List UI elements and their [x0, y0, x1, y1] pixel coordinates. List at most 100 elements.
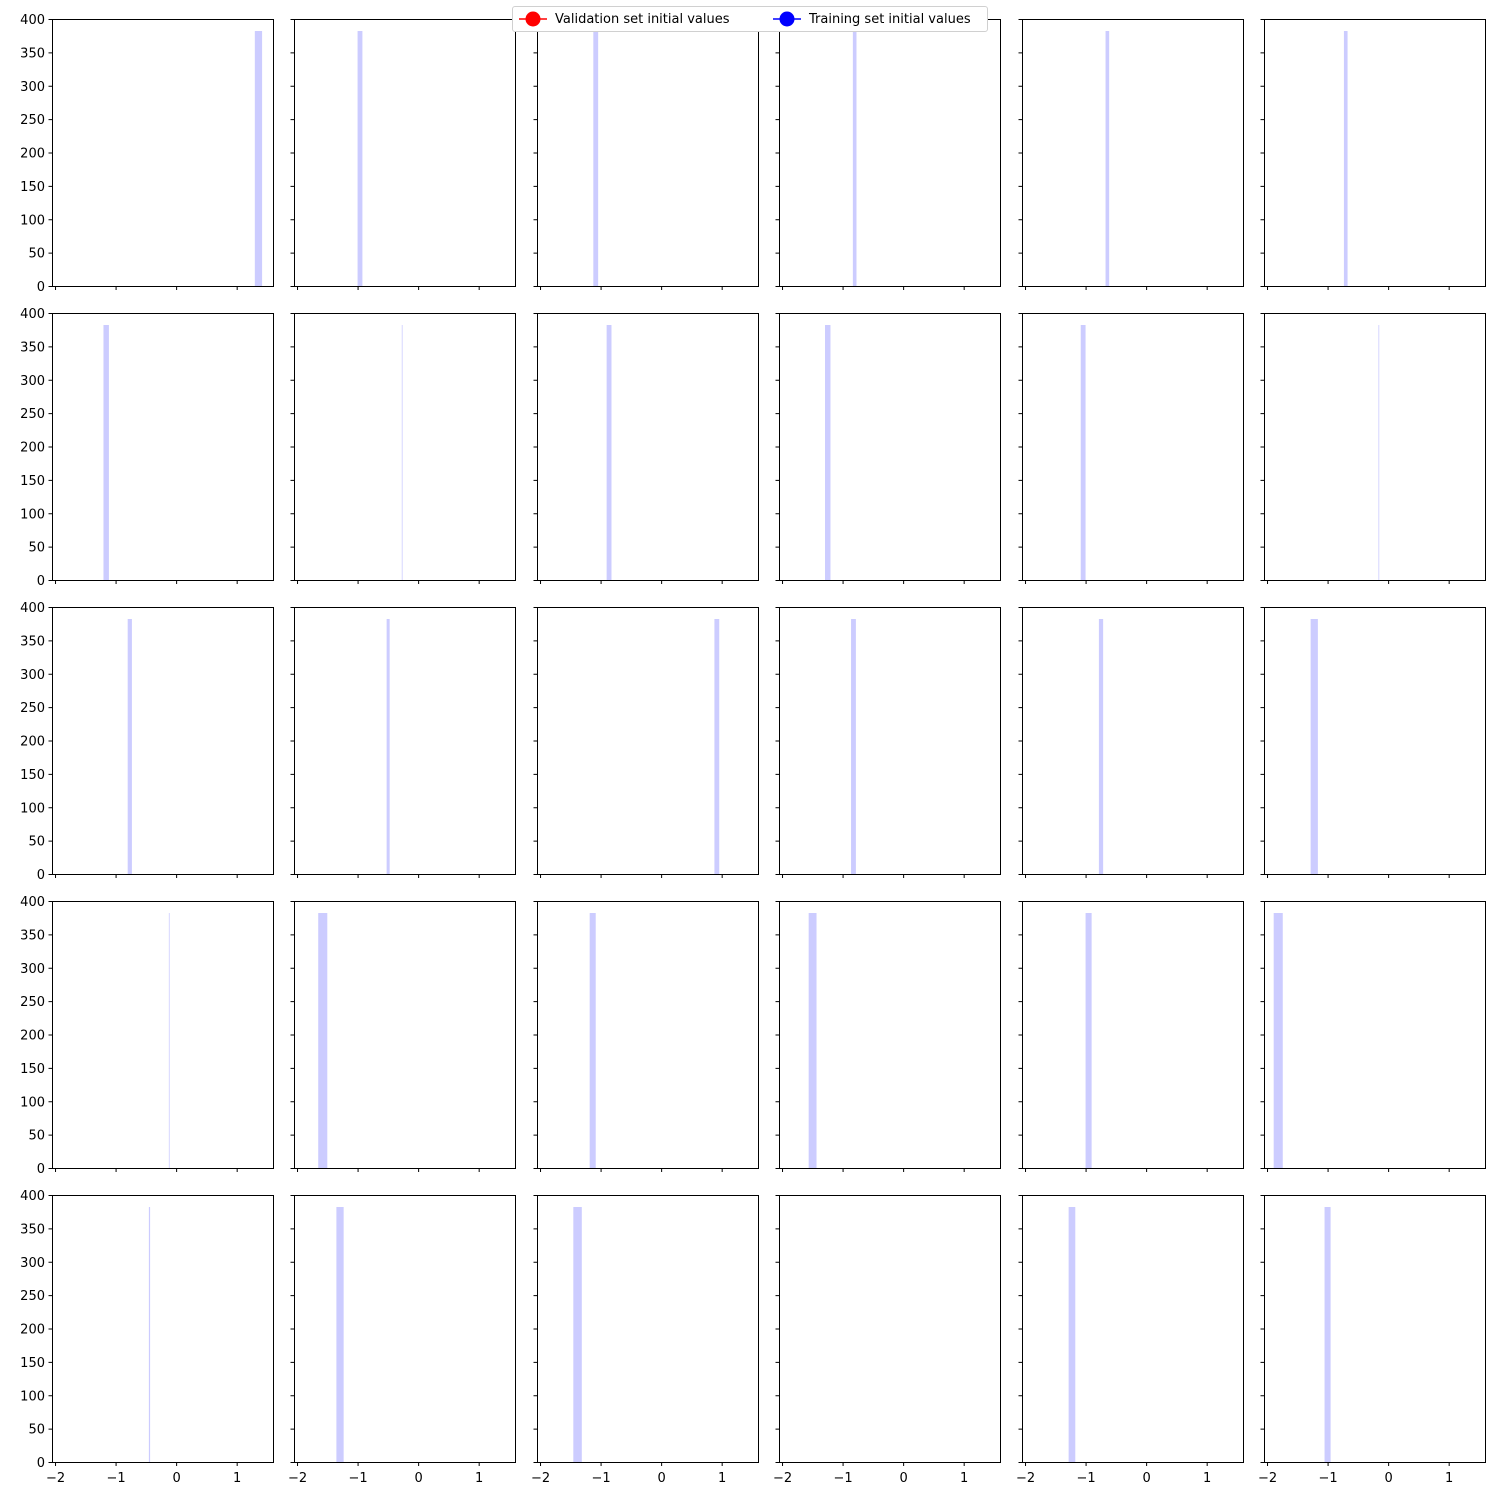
xtick-label-c5: 1: [1203, 1471, 1211, 1486]
histogram-bar-r2-c5: [1080, 325, 1086, 580]
histogram-bar-r1-c1: [254, 31, 263, 286]
ytick-label-r3: 400: [20, 601, 45, 616]
xtick-label-c6: −2: [1258, 1471, 1277, 1486]
ytick-label-r1: 0: [37, 280, 45, 295]
ytick-label-r4: 200: [20, 1029, 45, 1044]
ytick-label-r3: 350: [20, 634, 45, 649]
ytick-label-r1: 400: [20, 13, 45, 28]
axes-frame-r1-c5: [1022, 19, 1244, 287]
axes-frame-r4-c3: [537, 901, 759, 1169]
axes-frame-r3-c5: [1022, 607, 1244, 875]
xtick-label-c3: −1: [591, 1471, 610, 1486]
ytick-label-r3: 250: [20, 701, 45, 716]
histogram-bar-r5-c5: [1068, 1207, 1076, 1462]
axes-frame-r2-c1: [52, 313, 274, 581]
histogram-bar-r4-c3: [589, 913, 596, 1168]
ytick-label-r2: 300: [20, 374, 45, 389]
histogram-bar-r1-c4: [852, 31, 857, 286]
ytick-label-r4: 300: [20, 962, 45, 977]
ytick-label-r5: 50: [28, 1423, 45, 1438]
legend-label-training: Training set initial values: [809, 11, 971, 27]
ytick-label-r4: 250: [20, 995, 45, 1010]
xtick-label-c6: 1: [1445, 1471, 1453, 1486]
axes-frame-r5-c1: [52, 1195, 274, 1463]
axes-frame-r4-c1: [52, 901, 274, 1169]
legend-entry-training: Training set initial values: [771, 7, 971, 31]
ytick-label-r3: 300: [20, 668, 45, 683]
axes-frame-r5-c6: [1264, 1195, 1486, 1463]
legend-label-validation: Validation set initial values: [555, 11, 730, 27]
ytick-label-r5: 300: [20, 1256, 45, 1271]
blue-circle-marker-icon: [773, 11, 801, 27]
histogram-bar-r4-c2: [318, 913, 328, 1168]
histogram-bar-r1-c5: [1105, 31, 1110, 286]
ytick-label-r3: 150: [20, 768, 45, 783]
ytick-label-r2: 400: [20, 307, 45, 322]
ytick-label-r4: 100: [20, 1095, 45, 1110]
xtick-label-c5: −2: [1016, 1471, 1035, 1486]
axes-frame-r1-c1: [52, 19, 274, 287]
histogram-bar-r2-c3: [606, 325, 612, 580]
axes-frame-r2-c3: [537, 313, 759, 581]
ytick-label-r1: 250: [20, 113, 45, 128]
xtick-label-c3: −2: [531, 1471, 550, 1486]
axes-frame-r2-c5: [1022, 313, 1244, 581]
ytick-label-r1: 200: [20, 147, 45, 162]
histogram-bar-r5-c1: [148, 1207, 151, 1462]
axes-frame-r5-c3: [537, 1195, 759, 1463]
red-circle-marker-icon: [519, 11, 547, 27]
xtick-label-c4: −1: [833, 1471, 852, 1486]
histogram-bar-r3-c3: [714, 619, 720, 874]
xtick-label-c1: 1: [233, 1471, 241, 1486]
axes-frame-r1-c4: [779, 19, 1001, 287]
ytick-label-r3: 0: [37, 868, 45, 883]
histogram-bar-r1-c3: [593, 31, 599, 286]
axes-frame-r3-c4: [779, 607, 1001, 875]
histogram-bar-r5-c2: [336, 1207, 344, 1462]
legend-entry-validation: Validation set initial values: [517, 7, 730, 31]
xtick-label-c6: 0: [1384, 1471, 1392, 1486]
axes-frame-r5-c2: [294, 1195, 516, 1463]
axes-frame-r1-c6: [1264, 19, 1486, 287]
axes-frame-r3-c6: [1264, 607, 1486, 875]
histogram-bar-r1-c6: [1343, 31, 1348, 286]
histogram-bar-r3-c1: [127, 619, 132, 874]
histogram-bar-r5-c3: [573, 1207, 582, 1462]
ytick-label-r1: 100: [20, 213, 45, 228]
ytick-label-r5: 150: [20, 1356, 45, 1371]
ytick-label-r5: 350: [20, 1222, 45, 1237]
histogram-bar-r4-c5: [1085, 913, 1092, 1168]
histogram-bar-r1-c2: [357, 31, 363, 286]
ytick-label-r4: 350: [20, 928, 45, 943]
xtick-label-c4: 0: [899, 1471, 907, 1486]
axes-frame-r4-c2: [294, 901, 516, 1169]
axes-frame-r1-c2: [294, 19, 516, 287]
xtick-label-c2: 1: [475, 1471, 483, 1486]
histogram-bar-r3-c4: [851, 619, 856, 874]
ytick-label-r5: 100: [20, 1389, 45, 1404]
axes-frame-r5-c5: [1022, 1195, 1244, 1463]
ytick-label-r2: 200: [20, 441, 45, 456]
xtick-label-c1: 0: [172, 1471, 180, 1486]
ytick-label-r5: 200: [20, 1323, 45, 1338]
ytick-label-r1: 350: [20, 46, 45, 61]
axes-frame-r3-c1: [52, 607, 274, 875]
axes-frame-r2-c4: [779, 313, 1001, 581]
xtick-label-c5: 0: [1142, 1471, 1150, 1486]
ytick-label-r1: 150: [20, 180, 45, 195]
histogram-bar-r4-c1: [168, 913, 170, 1168]
axes-frame-r3-c2: [294, 607, 516, 875]
histogram-bar-r2-c4: [825, 325, 831, 580]
histogram-bar-r2-c6: [1378, 325, 1380, 580]
histogram-bar-r4-c6: [1273, 913, 1283, 1168]
xtick-label-c2: −2: [288, 1471, 307, 1486]
legend: Validation set initial values Training s…: [512, 6, 988, 32]
ytick-label-r1: 300: [20, 80, 45, 95]
axes-frame-r1-c3: [537, 19, 759, 287]
histogram-bar-r2-c2: [401, 325, 403, 580]
histogram-bar-r3-c2: [386, 619, 390, 874]
xtick-label-c3: 0: [657, 1471, 665, 1486]
xtick-label-c2: −1: [348, 1471, 367, 1486]
xtick-label-c6: −1: [1318, 1471, 1337, 1486]
